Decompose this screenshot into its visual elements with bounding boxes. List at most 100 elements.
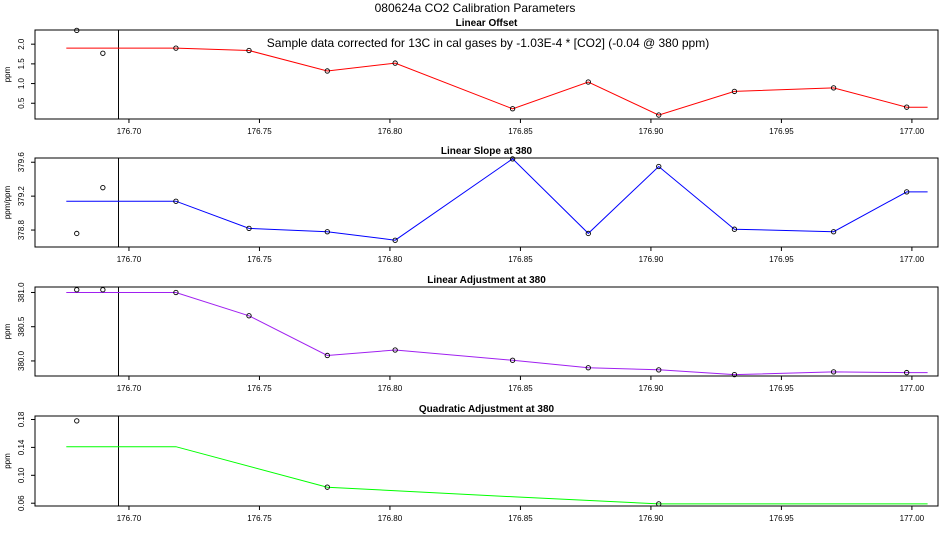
y-axis-label: ppm xyxy=(3,453,12,469)
y-tick-label: 0.06 xyxy=(17,495,26,511)
data-point xyxy=(509,156,516,162)
annotation-text: Sample data corrected for 13C in cal gas… xyxy=(267,36,709,50)
data-point xyxy=(392,347,398,353)
data-point xyxy=(173,198,179,204)
x-tick-label: 176.85 xyxy=(508,255,533,264)
panel-title: Linear Slope at 380 xyxy=(441,146,533,157)
data-point xyxy=(585,230,591,237)
y-tick-label: 378.8 xyxy=(17,219,26,240)
data-point xyxy=(656,367,662,373)
y-tick-label: 0.5 xyxy=(17,97,26,109)
data-point xyxy=(509,106,516,112)
x-tick-label: 176.80 xyxy=(378,514,403,523)
x-tick-label: 176.85 xyxy=(508,384,533,393)
data-point xyxy=(830,369,837,375)
y-axis-label: ppm/ppm xyxy=(3,185,12,219)
x-tick-label: 176.90 xyxy=(639,255,664,264)
x-tick-label: 177.00 xyxy=(900,384,925,393)
x-tick-label: 176.70 xyxy=(117,384,142,393)
x-tick-label: 176.75 xyxy=(247,127,272,136)
x-tick-label: 176.85 xyxy=(508,514,533,523)
x-tick-label: 176.95 xyxy=(769,384,794,393)
y-tick-label: 1.0 xyxy=(17,77,26,89)
x-tick-label: 176.75 xyxy=(247,514,272,523)
data-point xyxy=(324,352,330,359)
data-point xyxy=(830,85,837,91)
data-point xyxy=(830,229,837,235)
data-point xyxy=(246,47,252,54)
data-point xyxy=(173,289,179,296)
panel-1: Linear Offset 176.70 176.75 176.80 176.85 176… xyxy=(3,18,939,136)
data-point xyxy=(74,27,80,34)
data-point xyxy=(74,230,80,237)
data-point xyxy=(731,226,738,232)
series-line xyxy=(66,158,928,241)
x-tick-label: 176.95 xyxy=(769,255,794,264)
data-point xyxy=(656,163,662,170)
x-tick-label: 176.85 xyxy=(508,127,533,136)
data-point xyxy=(173,45,179,51)
panel-4: Quadratic Adjustment at 380 176.70 176.75 1… xyxy=(3,404,939,523)
panel-title: Linear Adjustment at 380 xyxy=(427,275,546,286)
data-point xyxy=(324,229,330,235)
x-tick-label: 176.80 xyxy=(378,255,403,264)
figure-title: 080624a CO2 Calibration Parameters xyxy=(375,1,576,15)
x-tick-label: 176.70 xyxy=(117,127,142,136)
x-tick-label: 176.80 xyxy=(378,127,403,136)
y-tick-label: 2.0 xyxy=(17,38,26,50)
y-tick-label: 381.0 xyxy=(17,282,26,303)
x-tick-label: 176.90 xyxy=(639,127,664,136)
data-point xyxy=(509,357,516,363)
data-point xyxy=(904,369,910,376)
plot-frame xyxy=(34,29,939,120)
y-tick-label: 0.18 xyxy=(17,411,26,427)
x-tick-label: 177.00 xyxy=(900,127,925,136)
x-tick-label: 176.90 xyxy=(639,384,664,393)
panel-title: Quadratic Adjustment at 380 xyxy=(419,404,555,415)
data-point xyxy=(656,501,662,507)
x-tick-label: 176.75 xyxy=(247,255,272,264)
data-point xyxy=(392,60,398,66)
x-tick-label: 176.90 xyxy=(639,514,664,523)
series-line xyxy=(66,47,928,116)
y-axis-label: ppm xyxy=(3,323,12,339)
data-point xyxy=(74,418,80,424)
data-point xyxy=(100,185,106,191)
series-line xyxy=(66,292,928,376)
data-point xyxy=(731,371,738,378)
data-point xyxy=(324,68,330,74)
data-point xyxy=(904,104,910,110)
x-tick-label: 176.95 xyxy=(769,514,794,523)
x-tick-label: 176.95 xyxy=(769,127,794,136)
data-point xyxy=(246,225,252,232)
data-point xyxy=(324,484,330,490)
y-axis-label: ppm xyxy=(3,66,12,82)
x-tick-label: 176.70 xyxy=(117,255,142,264)
y-tick-label: 0.14 xyxy=(17,439,26,455)
data-point xyxy=(392,237,398,243)
panel-3: Linear Adjustment at 380 176.70 176.75 176.… xyxy=(3,275,939,393)
data-point xyxy=(656,112,662,118)
y-tick-label: 380.0 xyxy=(17,350,26,371)
data-point xyxy=(585,365,591,371)
plot-frame xyxy=(34,415,939,507)
data-point xyxy=(731,88,738,95)
x-tick-label: 176.75 xyxy=(247,384,272,393)
x-tick-label: 177.00 xyxy=(900,255,925,264)
plot-frame xyxy=(34,157,939,248)
data-point xyxy=(100,50,106,56)
y-tick-label: 379.6 xyxy=(17,152,26,173)
x-tick-label: 176.70 xyxy=(117,514,142,523)
panel-2: Linear Slope at 380 176.70 176.75 176.80 176… xyxy=(3,146,939,264)
y-tick-label: 1.5 xyxy=(17,58,26,70)
data-point xyxy=(246,313,252,319)
x-tick-label: 177.00 xyxy=(900,514,925,523)
panel-title: Linear Offset xyxy=(456,18,518,29)
y-tick-label: 380.5 xyxy=(17,316,26,337)
data-point xyxy=(100,287,106,293)
data-point xyxy=(74,287,80,293)
plot-frame xyxy=(34,286,939,377)
y-tick-label: 379.2 xyxy=(17,186,26,207)
y-tick-label: 0.10 xyxy=(17,467,26,483)
